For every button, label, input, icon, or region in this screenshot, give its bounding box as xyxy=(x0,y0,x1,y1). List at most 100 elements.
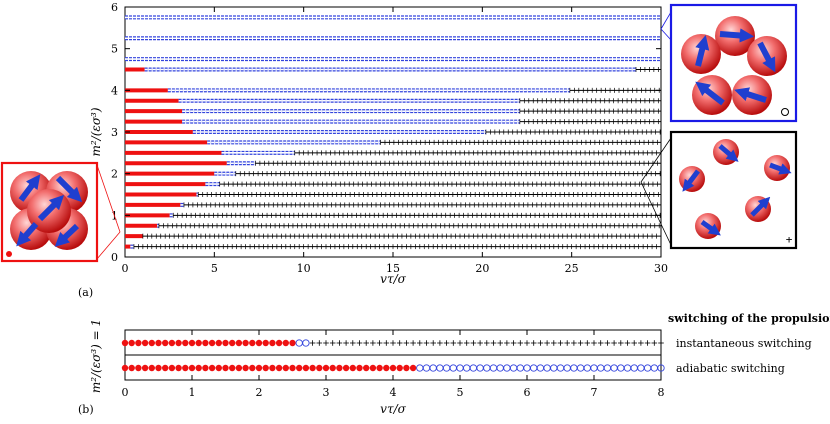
compact-marker xyxy=(208,364,216,372)
compact-marker xyxy=(155,364,162,372)
panel-a-rows xyxy=(125,15,662,250)
panel-b-x-ticks: 0 1 2 3 4 5 6 7 8 xyxy=(122,330,665,399)
compact-marker xyxy=(282,339,289,347)
ring-marker xyxy=(603,364,612,372)
arrow-icon xyxy=(18,174,41,202)
compact-marker xyxy=(175,364,182,372)
data-row xyxy=(125,233,662,239)
compact-marker xyxy=(409,364,417,372)
compact-marker xyxy=(182,364,189,372)
inset-compact-cluster xyxy=(0,161,99,263)
x-tick-label: 10 xyxy=(297,262,311,275)
panel-a-label: (a) xyxy=(78,286,93,299)
ring-marker xyxy=(436,364,444,372)
y-tick-label: 5 xyxy=(111,43,118,56)
compact-marker xyxy=(309,364,316,372)
compact-marker xyxy=(222,339,229,347)
ring-marker xyxy=(516,364,524,372)
compact-marker xyxy=(242,339,249,347)
series-row xyxy=(121,364,665,372)
ring-marker xyxy=(543,364,551,372)
ring-marker xyxy=(590,364,598,372)
ring-marker xyxy=(442,364,451,372)
compact-marker xyxy=(356,364,363,372)
arrow-icon xyxy=(718,144,739,162)
compact-marker xyxy=(336,364,343,372)
compact-marker xyxy=(262,339,269,347)
arrow-icon xyxy=(37,194,65,222)
compact-marker xyxy=(289,339,296,347)
ring-marker xyxy=(429,364,437,372)
compact-marker xyxy=(182,339,189,347)
ring-marker xyxy=(536,364,545,372)
arrow-icon xyxy=(54,223,80,247)
x-tick-label: 2 xyxy=(256,386,263,399)
compact-marker xyxy=(128,364,135,372)
compact-marker xyxy=(235,339,243,347)
data-row xyxy=(125,202,661,208)
inset-ring-cluster xyxy=(669,3,798,123)
y-tick-label: 3 xyxy=(111,126,118,139)
compact-marker xyxy=(168,364,176,372)
ring-marker xyxy=(422,364,431,372)
compact-marker xyxy=(269,339,276,347)
ring-marker xyxy=(550,364,558,372)
dispersed-arrows xyxy=(682,144,792,236)
data-row xyxy=(125,119,661,125)
panel-b-x-label: vτ/σ xyxy=(380,402,406,416)
ring-marker xyxy=(570,364,578,372)
compact-marker xyxy=(255,339,263,347)
compact-marker xyxy=(202,364,209,372)
data-row xyxy=(125,67,661,72)
compact-marker xyxy=(202,339,209,347)
compact-marker xyxy=(342,364,350,372)
x-tick-label: 5 xyxy=(211,262,218,275)
compact-marker xyxy=(262,364,269,372)
compact-marker xyxy=(349,364,356,372)
compact-marker xyxy=(322,364,330,372)
arrow-icon xyxy=(55,175,83,203)
x-tick-label: 25 xyxy=(565,262,579,275)
compact-marker xyxy=(128,339,135,347)
ring-marker xyxy=(463,364,471,372)
panel-a-x-label: vτ/σ xyxy=(380,272,406,286)
ring-marker xyxy=(469,364,478,372)
compact-marker xyxy=(363,364,370,372)
legend-instantaneous: instantaneous switching xyxy=(676,337,812,350)
compact-marker xyxy=(282,364,289,372)
compact-marker xyxy=(242,364,249,372)
data-row xyxy=(125,139,661,145)
arrow-icon xyxy=(769,162,792,175)
ring-marker xyxy=(630,364,638,372)
arrow-icon xyxy=(16,222,39,247)
ring-marker xyxy=(643,364,652,372)
y-tick-label: 0 xyxy=(111,251,118,264)
compact-marker xyxy=(302,364,310,372)
compact-marker xyxy=(376,364,383,372)
compact-marker xyxy=(208,339,216,347)
data-row xyxy=(125,181,661,187)
panel-b-label: (b) xyxy=(78,403,94,416)
ring-marker xyxy=(617,364,625,372)
compact-marker xyxy=(141,364,149,372)
arrow-icon xyxy=(695,35,710,67)
x-tick-label: 5 xyxy=(457,386,464,399)
compact-marker xyxy=(168,339,176,347)
compact-marker xyxy=(121,364,129,372)
x-tick-label: 30 xyxy=(654,262,668,275)
compact-marker xyxy=(289,364,296,372)
data-row xyxy=(125,150,662,156)
compact-marker xyxy=(389,364,397,372)
ring-marker xyxy=(496,364,504,372)
data-row xyxy=(125,171,661,177)
compact-marker xyxy=(249,339,256,347)
compact-marker xyxy=(155,339,162,347)
ring-marker xyxy=(416,364,424,372)
compact-marker xyxy=(175,339,182,347)
compact-marker xyxy=(369,364,377,372)
ring-marker xyxy=(509,364,518,372)
ring-marker xyxy=(563,364,571,372)
compact-marker xyxy=(135,339,142,347)
data-row xyxy=(125,98,661,104)
